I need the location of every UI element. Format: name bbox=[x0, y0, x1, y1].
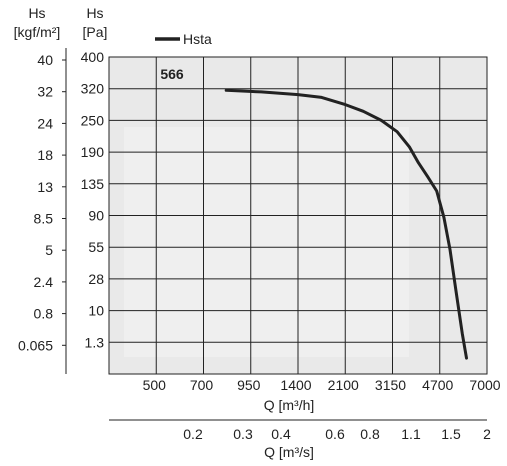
tick-label-pa: 10 bbox=[88, 303, 104, 319]
grid bbox=[108, 56, 488, 375]
axis-unit-kgf: [kgf/m²] bbox=[14, 24, 61, 40]
tick-label-kgf: 5 bbox=[45, 242, 53, 258]
tick-label-m3s: 1.5 bbox=[441, 426, 461, 442]
plot-watermark bbox=[124, 127, 409, 357]
tick-label-kgf: 0.8 bbox=[34, 306, 54, 322]
curve-label-566: 566 bbox=[160, 66, 184, 82]
tick-label-m3h: 500 bbox=[143, 377, 167, 393]
tick-label-pa: 90 bbox=[88, 208, 104, 224]
axis-title-pa: Hs bbox=[86, 5, 103, 21]
tick-label-kgf: 2.4 bbox=[34, 274, 54, 290]
tick-label-kgf: 0.065 bbox=[18, 337, 53, 353]
tick-label-m3s: 0.4 bbox=[271, 426, 291, 442]
tick-label-pa: 1.3 bbox=[85, 334, 105, 350]
axis-unit-pa: [Pa] bbox=[83, 24, 108, 40]
tick-label-kgf: 18 bbox=[37, 147, 53, 163]
axis-title-kgf: Hs bbox=[28, 5, 45, 21]
axis-label-m3s: Q [m³/s] bbox=[264, 444, 314, 460]
tick-label-kgf: 13 bbox=[37, 179, 53, 195]
tick-label-kgf: 24 bbox=[37, 115, 53, 131]
tick-label-m3s: 0.8 bbox=[360, 426, 380, 442]
tick-label-m3h: 700 bbox=[190, 377, 214, 393]
tick-label-m3h: 3150 bbox=[375, 377, 406, 393]
tick-label-pa: 320 bbox=[81, 81, 105, 97]
plot-frame bbox=[108, 56, 488, 375]
tick-label-m3h: 4700 bbox=[422, 377, 453, 393]
tick-label-pa: 400 bbox=[81, 49, 105, 65]
tick-label-m3h: 950 bbox=[237, 377, 261, 393]
tick-label-m3s: 2 bbox=[483, 426, 491, 442]
tick-label-m3s: 0.2 bbox=[183, 426, 203, 442]
tick-label-m3h: 1400 bbox=[280, 377, 311, 393]
tick-label-kgf: 8.5 bbox=[34, 211, 54, 227]
tick-label-pa: 55 bbox=[88, 239, 104, 255]
tick-label-m3h: 2100 bbox=[328, 377, 359, 393]
tick-label-m3s: 0.6 bbox=[325, 426, 345, 442]
tick-label-pa: 250 bbox=[81, 112, 105, 128]
legend-label: Hsta bbox=[183, 31, 212, 47]
series-line-566 bbox=[224, 88, 468, 360]
tick-label-kgf: 32 bbox=[37, 84, 53, 100]
tick-label-pa: 28 bbox=[88, 271, 104, 287]
tick-label-pa: 190 bbox=[81, 144, 105, 160]
tick-label-pa: 135 bbox=[81, 176, 105, 192]
tick-label-m3h: 7000 bbox=[469, 377, 500, 393]
tick-label-m3s: 1.1 bbox=[401, 426, 421, 442]
tick-label-m3s: 0.3 bbox=[233, 426, 253, 442]
tick-label-kgf: 40 bbox=[37, 52, 53, 68]
axis-label-m3h: Q [m³/h] bbox=[264, 397, 315, 413]
